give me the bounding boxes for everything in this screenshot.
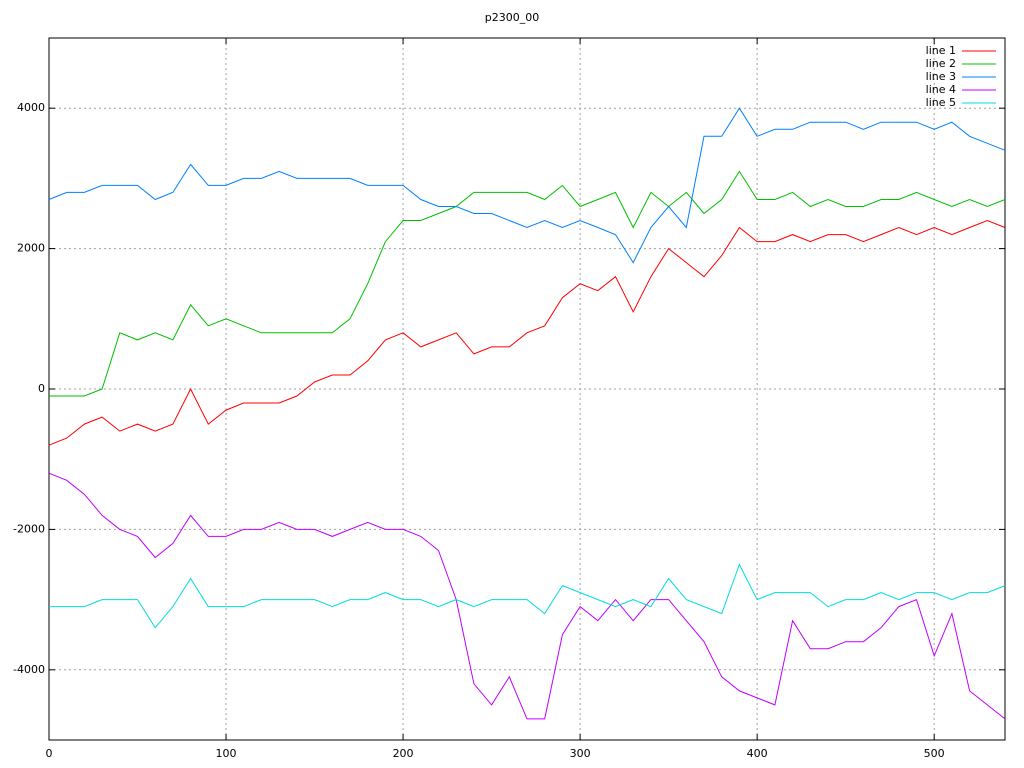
y-tick-label: -2000 bbox=[13, 522, 45, 535]
data-line bbox=[48, 472, 1006, 720]
x-tick-label: 400 bbox=[747, 747, 768, 760]
y-tick-label: 0 bbox=[38, 382, 45, 395]
legend-label: line 4 bbox=[926, 83, 956, 96]
chart-title: p2300_00 bbox=[485, 11, 539, 24]
y-tick-label: 2000 bbox=[17, 242, 45, 255]
x-tick-label: 200 bbox=[393, 747, 414, 760]
y-tick-label: 4000 bbox=[17, 101, 45, 114]
x-tick-label: 100 bbox=[216, 747, 237, 760]
legend-label: line 5 bbox=[926, 96, 956, 109]
legend-label: line 1 bbox=[926, 44, 956, 57]
legend-label: line 3 bbox=[926, 70, 956, 83]
data-line bbox=[48, 219, 1006, 446]
plot-frame bbox=[48, 37, 1006, 741]
x-tick-label: 0 bbox=[46, 747, 53, 760]
legend-label: line 2 bbox=[926, 57, 956, 70]
x-tick-label: 500 bbox=[924, 747, 945, 760]
data-line bbox=[49, 170, 1006, 397]
data-line bbox=[48, 107, 1006, 264]
data-line bbox=[49, 563, 1006, 629]
y-tick-label: -4000 bbox=[13, 663, 45, 676]
x-tick-label: 300 bbox=[570, 747, 591, 760]
